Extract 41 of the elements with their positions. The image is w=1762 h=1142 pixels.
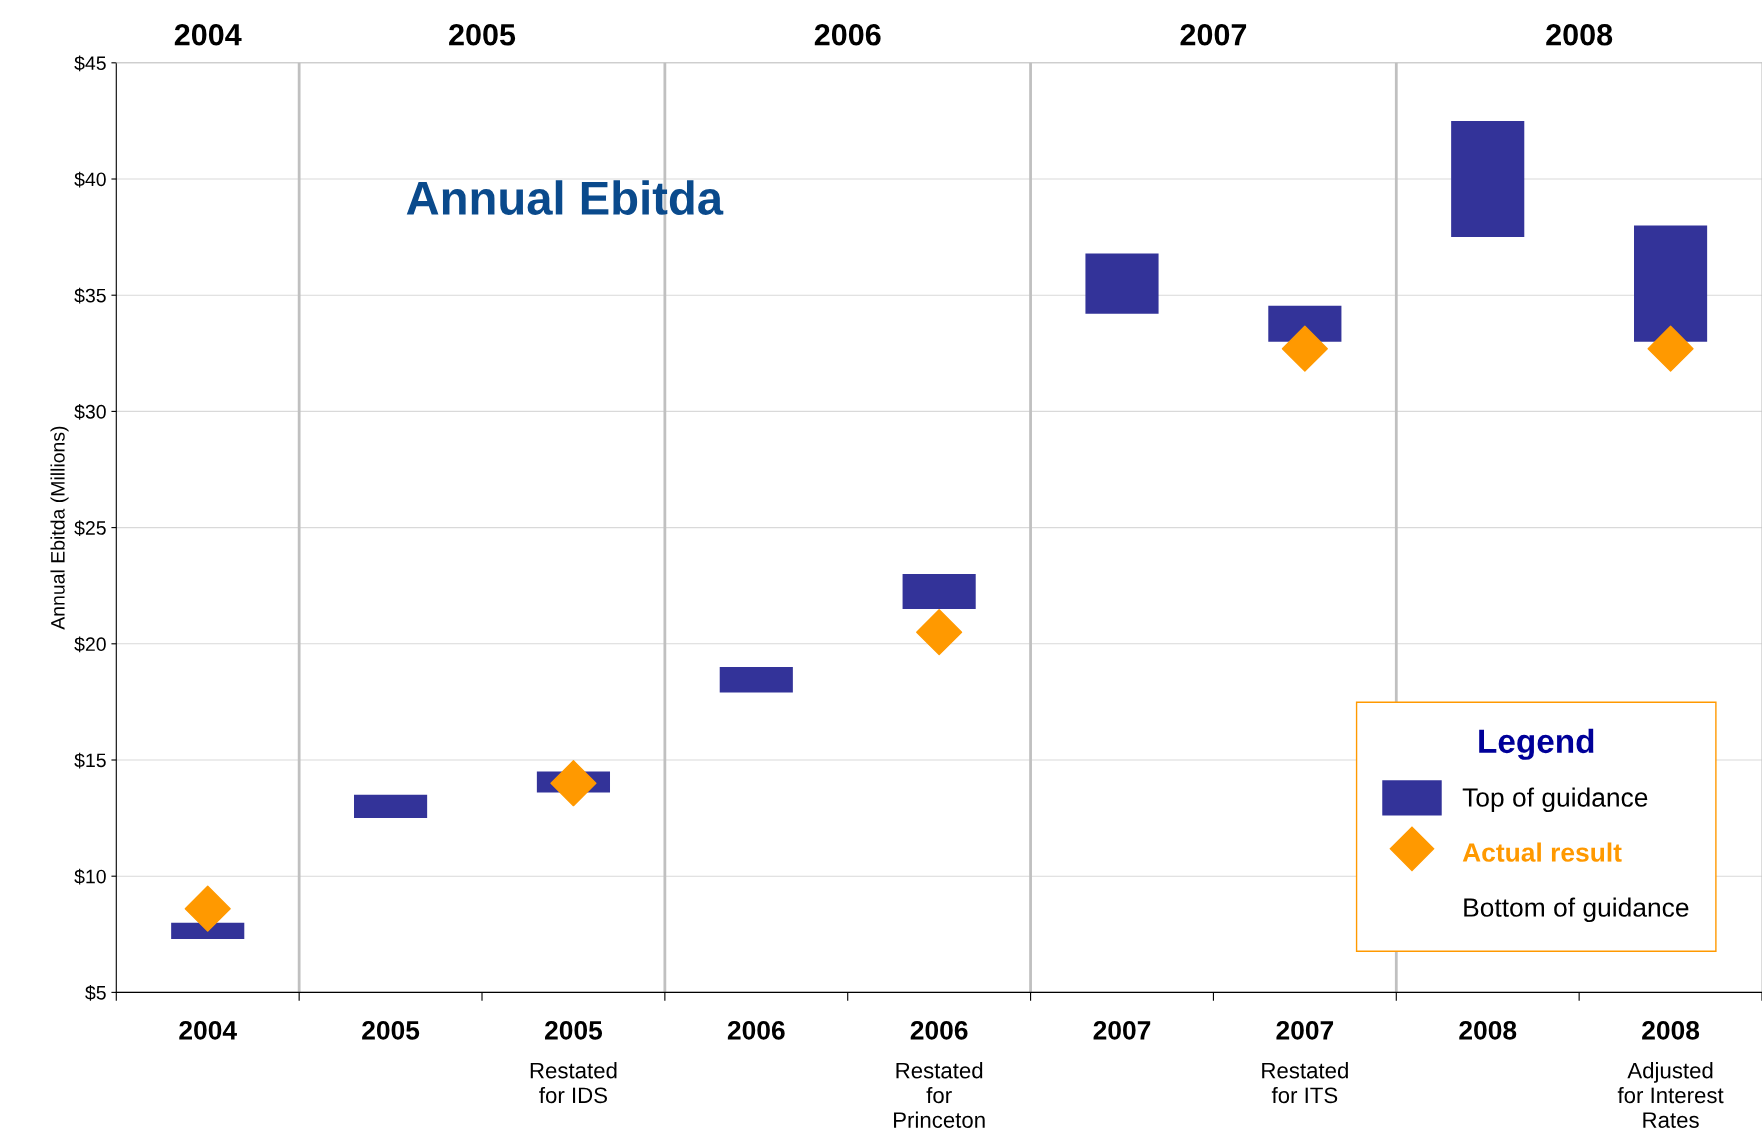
x-tick-label: 2006 <box>727 1020 785 1040</box>
x-tick-label: 2008 Adjusted for Interest Rates <box>1617 1020 1724 1128</box>
x-tick-label: 2006 Restated for Princeton <box>894 1020 985 1128</box>
y-tick-label: $35 <box>74 287 106 304</box>
bar <box>1634 225 1708 342</box>
point <box>550 760 597 807</box>
bar <box>902 574 976 609</box>
x-tick-label: 2004 <box>179 1020 237 1040</box>
point <box>1647 325 1694 372</box>
text: 2008 <box>1546 23 1613 46</box>
bar <box>171 922 245 939</box>
text: 2007 <box>1180 23 1247 46</box>
y-axis-title: Annual Ebitda (Millions) <box>50 426 69 630</box>
y-tick-label: $40 <box>74 171 106 188</box>
legend-label: Actual result <box>1462 842 1622 862</box>
bar <box>719 667 793 693</box>
point <box>916 609 963 656</box>
bar <box>1085 253 1159 314</box>
x-tick-label: 2005 Restated for IDS <box>530 1020 617 1104</box>
y-tick-label: $10 <box>74 868 106 885</box>
y-tick-label: $25 <box>74 520 106 536</box>
x-tick-label: 2007 <box>1093 1020 1151 1040</box>
bar <box>354 794 428 819</box>
legend-title: Legend <box>1479 728 1594 760</box>
text: 2004 <box>174 23 242 46</box>
y-tick-label: $45 <box>74 55 106 72</box>
point <box>184 885 231 932</box>
y-tick-label: $15 <box>74 752 106 769</box>
y-tick-label: $20 <box>74 636 106 653</box>
y-tick-label: $30 <box>74 404 106 420</box>
text: 2005 <box>449 23 516 46</box>
y-tick-label: $5 <box>85 985 106 1001</box>
legend-label: Top of guidance <box>1462 787 1648 813</box>
x-tick-label: 2007 Restated for ITS <box>1262 1020 1348 1104</box>
x-tick-label: 2008 <box>1459 1020 1517 1040</box>
x-tick-label: 2005 <box>362 1020 420 1040</box>
annotation: Bottom of guidance <box>1464 897 1689 923</box>
point <box>1281 325 1328 372</box>
text: 2006 <box>814 23 881 46</box>
bar <box>1451 120 1525 238</box>
text: Annual Ebitda <box>406 180 724 215</box>
